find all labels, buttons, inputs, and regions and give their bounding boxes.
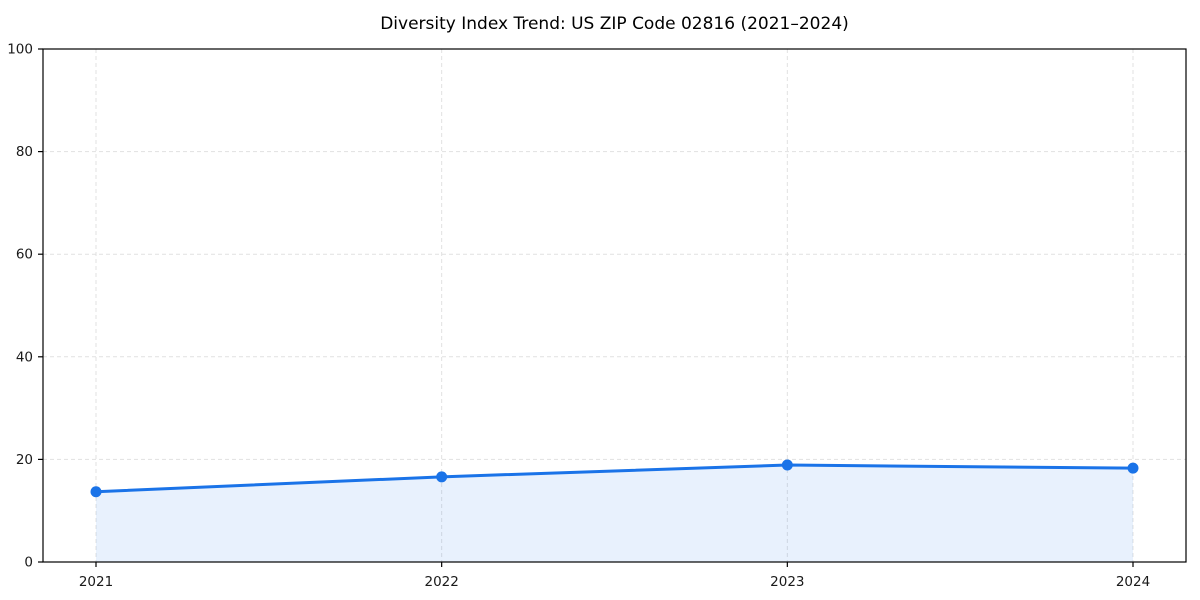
data-point-2021 xyxy=(90,486,102,498)
data-point-2023 xyxy=(781,459,793,471)
y-tick-label: 60 xyxy=(16,247,33,263)
x-tick-label: 2021 xyxy=(79,574,113,590)
y-tick-label: 20 xyxy=(16,452,33,468)
area-fill xyxy=(96,465,1133,562)
y-tick-label: 80 xyxy=(16,144,33,160)
data-point-2022 xyxy=(436,471,448,483)
trend-line xyxy=(94,463,1135,494)
x-tick-label: 2023 xyxy=(770,574,804,590)
y-tick-label: 100 xyxy=(7,42,33,58)
y-tick-label: 40 xyxy=(16,349,33,365)
y-tick-label: 0 xyxy=(24,555,33,571)
axis-layer: 0 20 40 60 80 100 2021 2022 2023 2024 xyxy=(7,42,1187,590)
plot-border xyxy=(42,48,1187,563)
x-tick-label: 2024 xyxy=(1116,574,1150,590)
series-layer xyxy=(90,459,1139,562)
chart-title: Diversity Index Trend: US ZIP Code 02816… xyxy=(380,14,849,34)
data-point-2024 xyxy=(1127,462,1139,474)
x-tick-label: 2022 xyxy=(424,574,458,590)
